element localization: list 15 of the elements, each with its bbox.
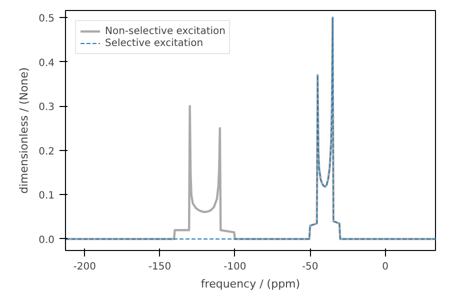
y-tick-label: 0.5 — [38, 14, 55, 25]
x-tick-label: -150 — [148, 262, 172, 272]
x-axis-title: frequency / (ppm) — [200, 278, 300, 290]
x-tick-label: -50 — [302, 262, 318, 272]
y-tick-label: 0.3 — [38, 102, 55, 114]
x-tick-label: -200 — [73, 262, 96, 272]
y-axis-title: dimensionless / (None) — [18, 67, 31, 194]
y-tick-label: 0.0 — [38, 234, 55, 246]
y-tick-label: 0.1 — [38, 190, 55, 202]
x-tick-label: -100 — [224, 262, 246, 272]
x-tick-label: 0 — [382, 262, 388, 272]
y-tick-label: 0.2 — [38, 146, 55, 158]
y-tick-label: 0.4 — [38, 58, 55, 69]
legend-label: Non-selective excitation — [105, 25, 226, 37]
legend-label: Selective excitation — [105, 37, 204, 49]
